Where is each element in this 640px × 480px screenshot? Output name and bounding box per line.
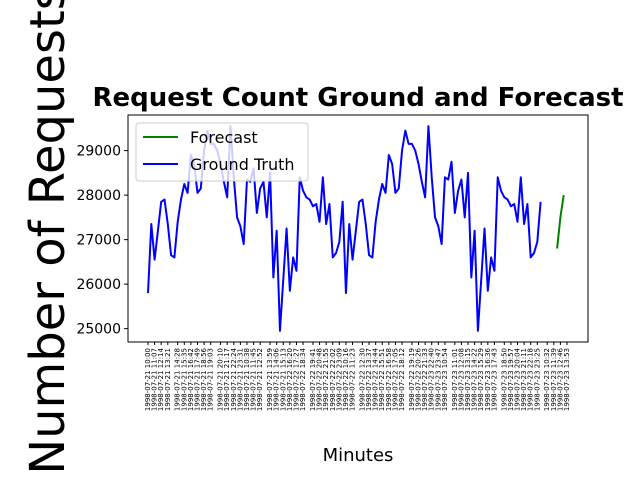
x-tick-label: 1998-07-22 17:05: [391, 348, 399, 411]
x-tick-label: 1998-07-21 15:13: [279, 348, 287, 411]
x-tick-label: 1998-07-21 11:07: [151, 348, 159, 411]
x-tick-label: 1998-07-21 22:24: [230, 347, 238, 411]
x-tick-label: 1998-07-23 19:57: [507, 348, 515, 411]
x-tick-label: 1998-07-21 17:49: [193, 348, 201, 411]
x-tick-label: 1998-07-22 22:02: [329, 348, 337, 411]
x-tick-label: 1998-07-23 10:54: [441, 347, 449, 411]
x-tick-label: 1998-07-23 22:18: [527, 348, 535, 411]
x-tick-label: 1998-07-21 15:35: [180, 348, 188, 411]
forecast-series-line: [556, 194, 565, 249]
x-tick-label: 1998-07-23 13:15: [464, 348, 472, 411]
x-tick-label: 1998-07-22 20:26: [415, 347, 423, 411]
x-tick-label: 1998-07-22 18:34: [299, 347, 307, 411]
x-tick-label: 1998-07-22 15:51: [378, 348, 386, 411]
x-tick-label: 1998-07-23 13:53: [563, 348, 571, 411]
x-tick-label: 1998-07-23 15:29: [477, 348, 485, 411]
y-axis-label: Number of Requests: [20, 0, 76, 475]
x-tick-label: 1998-07-21 18:56: [200, 347, 208, 411]
x-tick-label: 1998-07-23 23:25: [533, 348, 541, 411]
legend-box: [135, 122, 309, 182]
x-tick-label: 1998-07-21 21:17: [223, 348, 231, 411]
x-tick-label: 1998-07-21 10:38: [243, 348, 251, 411]
x-tick-label: 1998-07-23 11:01: [451, 348, 459, 411]
legend: Forecast Ground Truth: [135, 122, 309, 182]
x-tick-label: 1998-07-21 16:42: [187, 348, 195, 411]
x-tick-label: 1998-07-21 23:31: [236, 348, 244, 411]
x-tick-label: 1998-07-21 13:59: [266, 348, 274, 411]
y-tick-label: 28000: [76, 188, 121, 204]
x-tick-label: 1998-07-23 20:04: [514, 347, 522, 411]
x-tick-label: 1998-07-22 13:37: [365, 348, 373, 411]
x-tick-label: 1998-07-22 21:33: [421, 348, 429, 411]
y-axis-ticks: 25000 26000 27000 28000 29000: [76, 144, 128, 338]
x-tick-label: 1998-07-23 18:50: [500, 348, 508, 411]
x-axis-label: Minutes: [323, 445, 394, 466]
x-tick-label: 1998-07-21 14:28: [174, 348, 182, 411]
x-tick-label: 1998-07-21 10:00: [144, 348, 152, 411]
x-tick-label: 1998-07-22 19:41: [309, 348, 317, 411]
x-tick-label: 1998-07-21 20:10: [217, 348, 225, 411]
x-tick-label: 1998-07-21 19:03: [207, 348, 215, 411]
x-tick-label: 1998-07-22 23:09: [335, 348, 343, 411]
legend-label-forecast: Forecast: [190, 128, 258, 147]
x-tick-label: 1998-07-23 10:32: [543, 348, 551, 411]
x-tick-label: 1998-07-22 18:12: [398, 348, 406, 411]
x-tick-label: 1998-07-22 12:30: [358, 348, 366, 411]
x-tick-label: 1998-07-21 14:06: [273, 347, 281, 411]
x-tick-label: 1998-07-22 14:44: [372, 347, 380, 411]
x-tick-label: 1998-07-23 12:08: [457, 348, 465, 411]
x-tick-label: 1998-07-21 12:52: [256, 348, 264, 411]
x-tick-label: 1998-07-22 20:48: [316, 348, 324, 411]
x-tick-label: 1998-07-22 10:16: [342, 347, 350, 411]
x-tick-label: 1998-07-22 19:19: [408, 348, 416, 411]
x-tick-label: 1998-07-23 14:22: [471, 348, 479, 411]
x-tick-label: 1998-07-23 22:40: [428, 348, 436, 411]
x-tick-label: 1998-07-21 13:21: [164, 348, 172, 411]
x-tick-label: 1998-07-23 16:36: [484, 347, 492, 411]
y-tick-label: 29000: [76, 144, 121, 160]
x-tick-label: 1998-07-21 11:45: [250, 348, 258, 411]
legend-label-ground-truth: Ground Truth: [190, 155, 295, 174]
y-tick-label: 26000: [76, 277, 121, 293]
x-tick-label: 1998-07-23 17:43: [490, 348, 498, 411]
x-tick-label: 1998-07-22 17:27: [292, 348, 300, 411]
y-tick-label: 25000: [76, 322, 121, 338]
x-tick-label: 1998-07-23 21:11: [520, 348, 528, 411]
x-tick-label: 1998-07-23 11:39: [550, 348, 558, 411]
x-tick-label: 1998-07-22 21:55: [322, 348, 330, 411]
chart-title: Request Count Ground and Forecast: [92, 83, 623, 113]
x-tick-label: 1998-07-21 12:14: [157, 347, 165, 411]
x-tick-label: 1998-07-23 12:46: [556, 347, 564, 411]
x-tick-label: 1998-07-23 23:47: [434, 348, 442, 411]
x-tick-label: 1998-07-22 16:20: [286, 348, 294, 411]
y-tick-label: 27000: [76, 233, 121, 249]
x-tick-label: 1998-07-22 11:23: [349, 348, 357, 411]
x-tick-label: 1998-07-22 16:58: [385, 348, 393, 411]
